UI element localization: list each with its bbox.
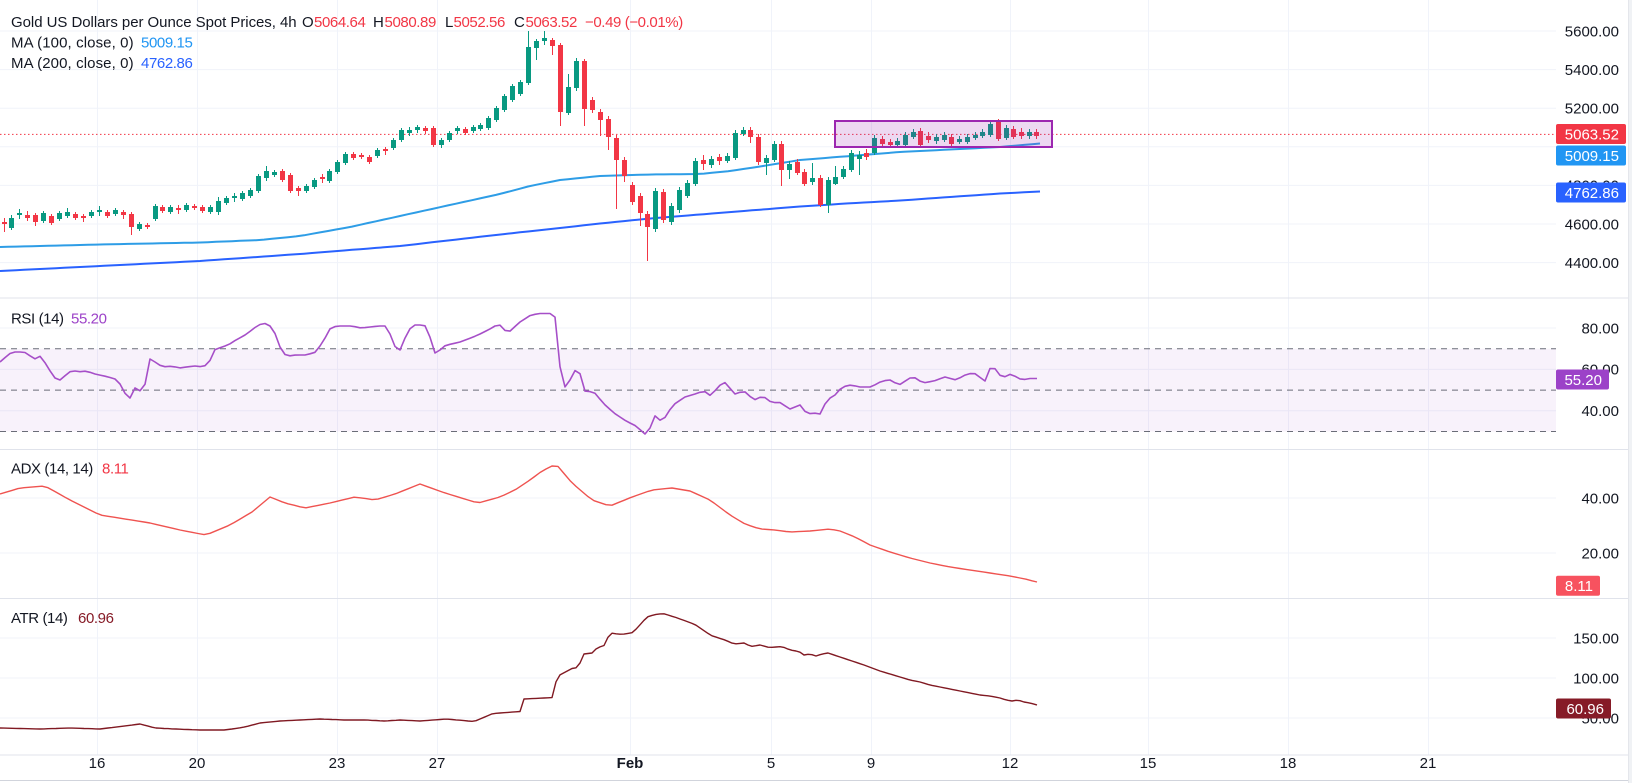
svg-text:Feb: Feb: [617, 755, 644, 772]
svg-text:5400.00: 5400.00: [1565, 62, 1619, 79]
svg-text:18: 18: [1280, 755, 1297, 772]
svg-text:MA (100, close, 0): MA (100, close, 0): [11, 35, 134, 52]
svg-text:8.11: 8.11: [102, 461, 129, 478]
svg-text:5063.52: 5063.52: [526, 14, 577, 31]
svg-text:27: 27: [429, 755, 446, 772]
svg-text:5009.15: 5009.15: [141, 35, 192, 52]
svg-text:ADX (14, 14): ADX (14, 14): [11, 461, 93, 478]
svg-text:O: O: [302, 14, 313, 31]
svg-text:ATR (14): ATR (14): [11, 610, 68, 627]
svg-text:4762.86: 4762.86: [1565, 185, 1619, 202]
svg-text:60.96: 60.96: [1566, 701, 1604, 718]
svg-text:16: 16: [89, 755, 106, 772]
svg-text:4400.00: 4400.00: [1565, 255, 1619, 272]
svg-text:4600.00: 4600.00: [1565, 216, 1619, 233]
svg-text:5600.00: 5600.00: [1565, 23, 1619, 40]
svg-text:100.00: 100.00: [1573, 670, 1619, 687]
svg-text:−0.49 (−0.01%): −0.49 (−0.01%): [585, 14, 683, 31]
svg-text:5052.56: 5052.56: [454, 14, 505, 31]
svg-text:80.00: 80.00: [1581, 320, 1619, 337]
svg-text:12: 12: [1002, 755, 1019, 772]
svg-text:5080.89: 5080.89: [385, 14, 436, 31]
svg-text:5: 5: [767, 755, 775, 772]
svg-text:9: 9: [867, 755, 875, 772]
svg-text:5063.52: 5063.52: [1565, 126, 1619, 143]
svg-text:40.00: 40.00: [1581, 403, 1619, 420]
svg-text:23: 23: [329, 755, 346, 772]
svg-text:55.20: 55.20: [71, 311, 107, 328]
svg-text:RSI (14): RSI (14): [11, 311, 64, 328]
svg-text:150.00: 150.00: [1573, 630, 1619, 647]
svg-text:L: L: [445, 14, 453, 31]
svg-text:5009.15: 5009.15: [1565, 148, 1619, 165]
svg-text:H: H: [373, 14, 383, 31]
svg-text:40.00: 40.00: [1581, 490, 1619, 507]
svg-text:4762.86: 4762.86: [141, 55, 192, 72]
svg-text:20: 20: [189, 755, 206, 772]
svg-text:55.20: 55.20: [1564, 372, 1602, 389]
svg-text:C: C: [514, 14, 525, 31]
svg-text:MA (200, close, 0): MA (200, close, 0): [11, 55, 134, 72]
svg-text:8.11: 8.11: [1565, 578, 1593, 595]
svg-text:15: 15: [1140, 755, 1157, 772]
svg-text:20.00: 20.00: [1581, 545, 1619, 562]
svg-text:5064.64: 5064.64: [314, 14, 365, 31]
svg-text:5200.00: 5200.00: [1565, 101, 1619, 118]
svg-text:60.96: 60.96: [78, 610, 114, 627]
svg-text:Gold US Dollars per Ounce Spot: Gold US Dollars per Ounce Spot Prices, 4…: [11, 14, 297, 31]
svg-text:21: 21: [1420, 755, 1437, 772]
